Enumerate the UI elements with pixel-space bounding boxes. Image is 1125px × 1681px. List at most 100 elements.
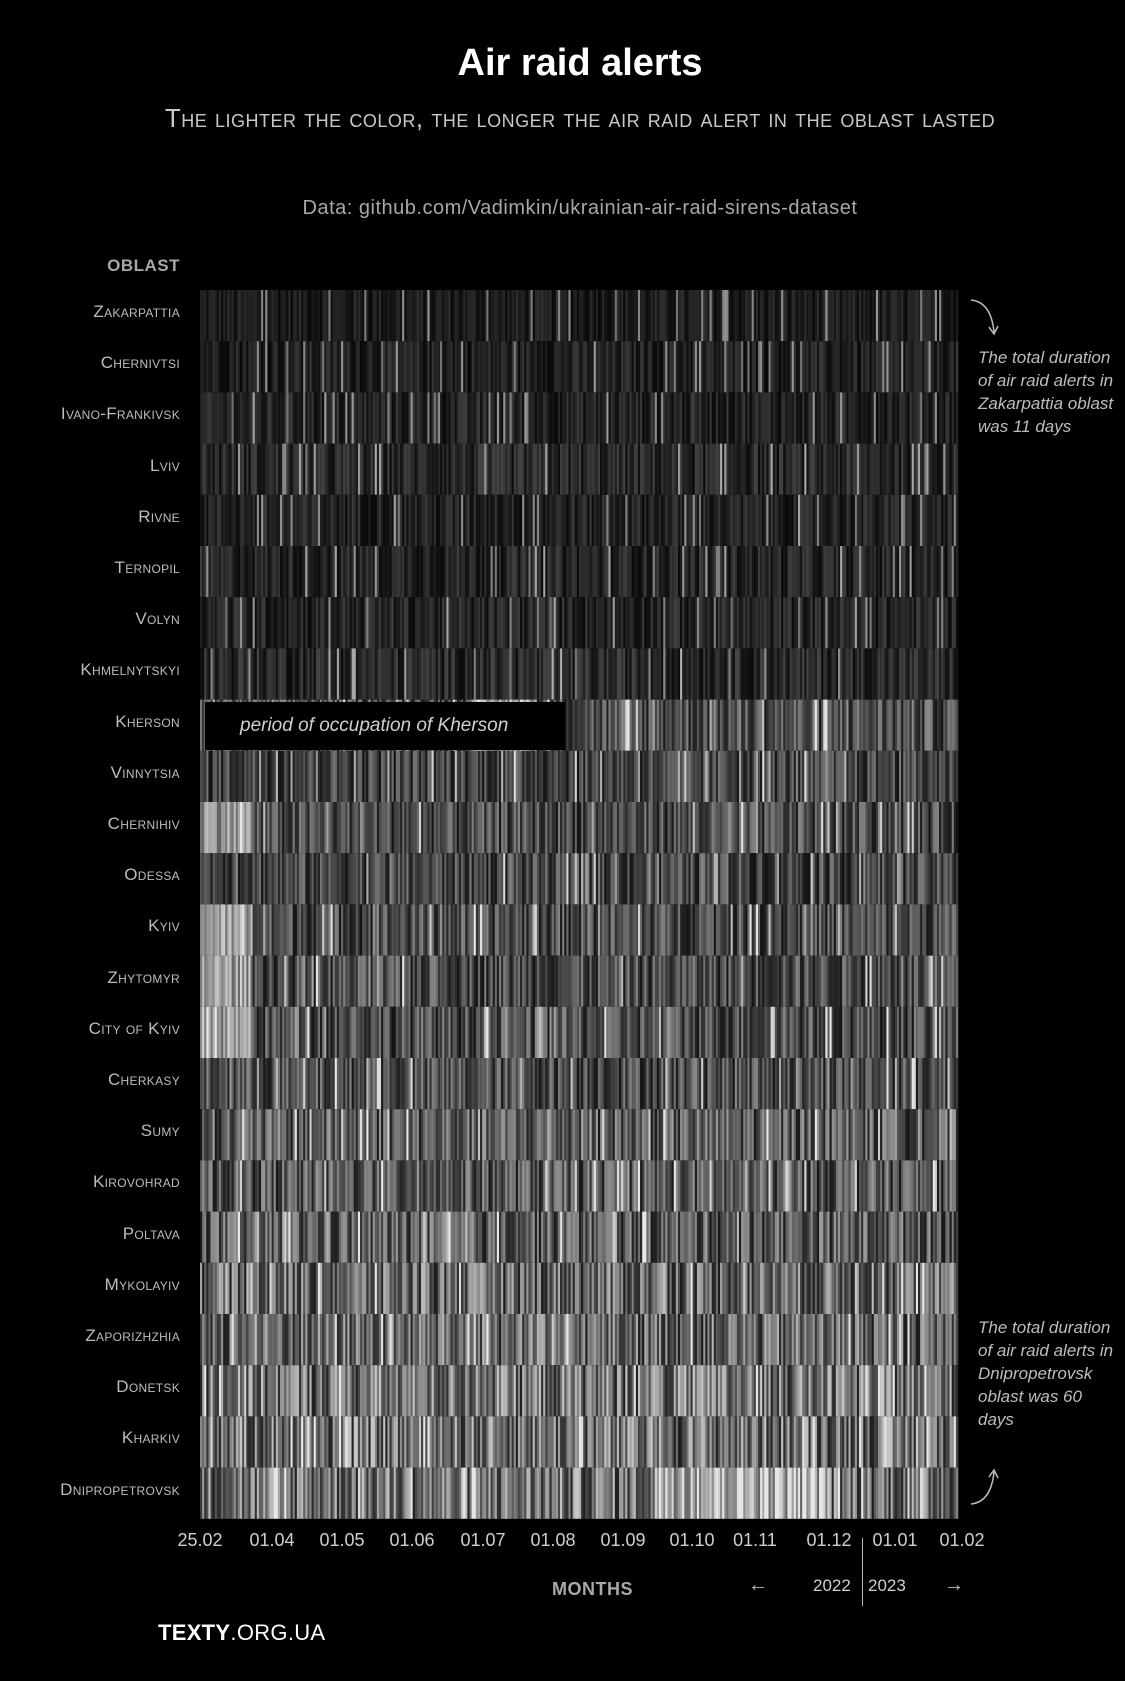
heatmap-cell bbox=[894, 648, 898, 700]
heatmap-cell bbox=[223, 392, 226, 444]
heatmap-cell bbox=[637, 955, 641, 1007]
heatmap-cell bbox=[814, 750, 818, 802]
heatmap-cell bbox=[513, 648, 517, 700]
heatmap-cell bbox=[884, 699, 887, 751]
heatmap-cell bbox=[899, 392, 902, 444]
heatmap-cell bbox=[368, 494, 371, 546]
heatmap-cell bbox=[890, 904, 894, 956]
heatmap-cell bbox=[557, 648, 561, 700]
heatmap-cell bbox=[939, 597, 942, 649]
heatmap-cell bbox=[686, 750, 689, 802]
heatmap-cell bbox=[884, 392, 887, 444]
heatmap-cell bbox=[602, 904, 605, 956]
heatmap-cell bbox=[442, 443, 445, 495]
heatmap-cell bbox=[549, 494, 552, 546]
heatmap-cell bbox=[930, 392, 934, 444]
heatmap-cell bbox=[555, 494, 559, 546]
heatmap-cell bbox=[713, 648, 717, 700]
heatmap-cell bbox=[482, 750, 485, 802]
heatmap-cell bbox=[709, 392, 712, 444]
heatmap-cell bbox=[208, 546, 211, 598]
heatmap-cell bbox=[480, 392, 483, 444]
heatmap-cell bbox=[296, 648, 300, 700]
heatmap-cell bbox=[661, 802, 664, 854]
heatmap-cell bbox=[762, 853, 765, 905]
heatmap-cell bbox=[431, 546, 435, 598]
heatmap-cell bbox=[395, 341, 399, 393]
heatmap-cell bbox=[709, 597, 712, 649]
heatmap-cell bbox=[280, 546, 283, 598]
heatmap-cell bbox=[389, 750, 392, 802]
heatmap-cell bbox=[581, 597, 584, 649]
heatmap-cell bbox=[823, 648, 826, 700]
heatmap-cell bbox=[814, 597, 818, 649]
heatmap-cell bbox=[309, 494, 312, 546]
heatmap-cell bbox=[772, 699, 776, 751]
heatmap-cell bbox=[334, 546, 338, 598]
heatmap-cell bbox=[463, 546, 466, 598]
heatmap-cell bbox=[764, 290, 767, 342]
heatmap-cell bbox=[465, 392, 468, 444]
heatmap-cell bbox=[271, 341, 274, 393]
heatmap-cell bbox=[595, 802, 599, 854]
heatmap-cell bbox=[526, 648, 529, 700]
heatmap-cell bbox=[768, 648, 771, 700]
heatmap-cell bbox=[204, 955, 207, 1007]
heatmap-cell bbox=[762, 494, 765, 546]
heatmap-cell bbox=[808, 750, 811, 802]
heatmap-cell bbox=[410, 494, 413, 546]
heatmap-cell bbox=[856, 290, 860, 342]
heatmap-cell bbox=[246, 750, 249, 802]
heatmap-cell bbox=[210, 648, 213, 700]
heatmap-cell bbox=[374, 392, 378, 444]
heatmap-cell bbox=[932, 648, 936, 700]
heatmap-cell bbox=[831, 802, 835, 854]
heatmap-cell bbox=[347, 904, 350, 956]
heatmap-cell bbox=[846, 290, 849, 342]
heatmap-cell bbox=[614, 955, 618, 1007]
heatmap-cell bbox=[732, 904, 736, 956]
heatmap-cell bbox=[825, 392, 828, 444]
heatmap-cell bbox=[934, 699, 938, 751]
heatmap-cell bbox=[650, 392, 653, 444]
heatmap-cell bbox=[747, 392, 750, 444]
heatmap-cell bbox=[749, 648, 752, 700]
heatmap-cell bbox=[477, 648, 481, 700]
heatmap-cell bbox=[227, 802, 230, 854]
heatmap-cell bbox=[793, 597, 797, 649]
heatmap-cell bbox=[705, 546, 708, 598]
heatmap-cell bbox=[437, 648, 441, 700]
heatmap-cell bbox=[421, 494, 424, 546]
heatmap-cell bbox=[831, 648, 835, 700]
heatmap-cell bbox=[486, 955, 489, 1007]
heatmap-cell bbox=[648, 546, 651, 598]
heatmap-cell bbox=[770, 392, 774, 444]
heatmap-cell bbox=[955, 546, 959, 598]
heatmap-cell bbox=[410, 597, 413, 649]
heatmap-cell bbox=[480, 802, 483, 854]
heatmap-cell bbox=[722, 904, 725, 956]
heatmap-cell bbox=[421, 546, 424, 598]
heatmap-cell bbox=[907, 392, 910, 444]
heatmap-cell bbox=[242, 904, 245, 956]
heatmap-cell bbox=[890, 853, 894, 905]
heatmap-cell bbox=[515, 443, 519, 495]
heatmap-cell bbox=[922, 494, 925, 546]
heatmap-cell bbox=[202, 750, 205, 802]
heatmap-cell bbox=[214, 904, 218, 956]
heatmap-cell bbox=[427, 904, 430, 956]
heatmap-cell bbox=[932, 392, 936, 444]
heatmap-cell bbox=[227, 750, 230, 802]
heatmap-cell bbox=[652, 290, 656, 342]
heatmap-cell bbox=[581, 904, 584, 956]
heatmap-cell bbox=[821, 341, 824, 393]
heatmap-cell bbox=[688, 392, 691, 444]
heatmap-cell bbox=[955, 290, 959, 342]
heatmap-cell bbox=[760, 802, 763, 854]
heatmap-cell bbox=[349, 494, 352, 546]
heatmap-cell bbox=[345, 546, 348, 598]
heatmap-cell bbox=[452, 290, 456, 342]
heatmap-cell bbox=[448, 494, 451, 546]
heatmap-cell bbox=[437, 290, 441, 342]
heatmap-cell bbox=[808, 494, 811, 546]
